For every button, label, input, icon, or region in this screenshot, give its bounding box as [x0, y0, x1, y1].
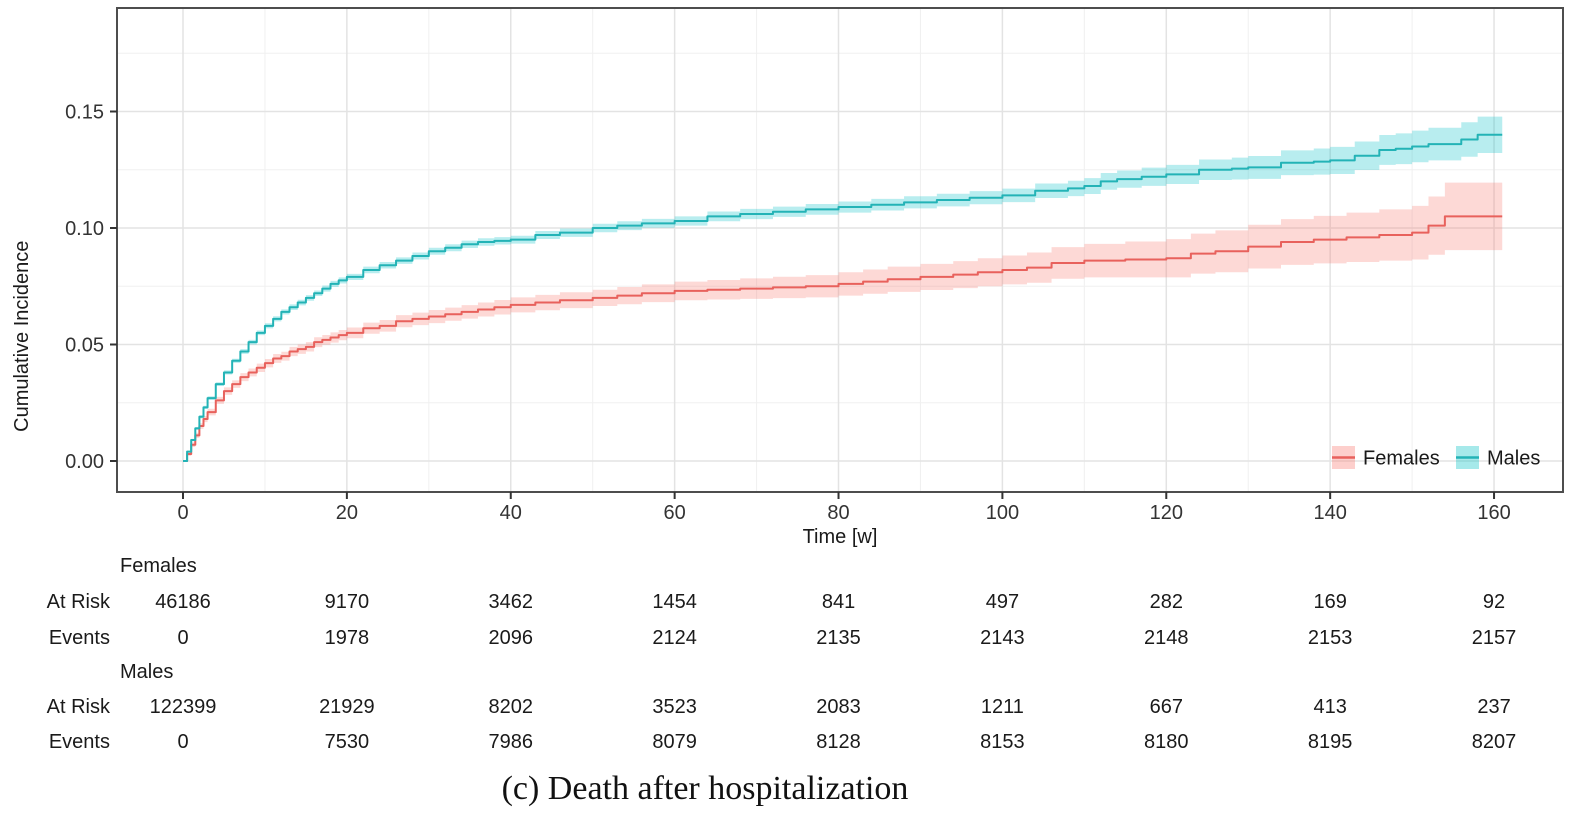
y-axis-title: Cumulative Incidence	[11, 241, 33, 432]
at-risk-value: 3523	[652, 696, 697, 718]
events-value: 2135	[816, 627, 861, 649]
figure-caption: (c) Death after hospitalization	[501, 770, 909, 807]
events-row-label: Events	[48, 627, 110, 649]
panel-border	[116, 7, 1564, 493]
events-value: 2124	[652, 627, 697, 649]
events-value: 8195	[1307, 731, 1353, 753]
x-tick-label: 80	[827, 502, 849, 524]
events-value: 7530	[324, 731, 370, 753]
events-value: 0	[177, 627, 189, 649]
x-tick-label: 0	[177, 502, 188, 524]
curve-females	[183, 215, 1503, 462]
legend-label-males: Males	[1487, 448, 1540, 470]
x-tick-label: 160	[1477, 502, 1510, 524]
at-risk-value: 21929	[319, 696, 375, 718]
events-value: 2153	[1307, 627, 1353, 649]
at-risk-value: 46186	[155, 591, 211, 613]
at-risk-value: 2083	[816, 696, 861, 718]
at-risk-value: 497	[985, 591, 1020, 613]
events-value: 2148	[1144, 627, 1189, 649]
x-tick-label: 120	[1150, 502, 1183, 524]
confidence-band-females	[183, 181, 1503, 461]
at-risk-value: 237	[1477, 696, 1511, 718]
x-axis-title: Time [w]	[803, 526, 878, 548]
at-risk-value: 169	[1313, 591, 1347, 613]
events-value: 2157	[1471, 627, 1517, 649]
y-tick-label: 0.00	[65, 451, 104, 473]
at-risk-row-label: At Risk	[46, 591, 110, 613]
risk-group-name: Males	[120, 661, 174, 683]
legend-label-females: Females	[1363, 448, 1440, 470]
at-risk-value: 92	[1482, 591, 1506, 613]
events-value: 8153	[980, 731, 1025, 753]
risk-group-name: Females	[120, 555, 197, 577]
at-risk-value: 413	[1313, 696, 1347, 718]
events-value: 0	[177, 731, 189, 753]
events-value: 7986	[488, 731, 534, 753]
x-tick-label: 100	[986, 502, 1019, 524]
at-risk-value: 667	[1149, 696, 1183, 718]
at-risk-value: 282	[1149, 591, 1183, 613]
y-tick-label: 0.15	[65, 102, 104, 124]
risk-table: Females At Risk Events 46186 0 9170 1978 3462 20…	[0, 548, 1570, 770]
at-risk-value: 8202	[488, 696, 534, 718]
at-risk-value: 3462	[488, 591, 534, 613]
at-risk-value: 9170	[324, 591, 370, 613]
events-value: 1978	[324, 627, 370, 649]
events-value: 8207	[1471, 731, 1517, 753]
cumulative-incidence-chart: 0 20 40 60 80 100 120 140 160 0.00 0.05 0.10 0.15 Tim…	[11, 7, 1564, 548]
curve-males	[183, 133, 1503, 462]
at-risk-value: 841	[821, 591, 856, 613]
events-value: 2096	[488, 627, 534, 649]
y-tick-label: 0.10	[65, 218, 104, 240]
at-risk-row-label: At Risk	[46, 696, 110, 718]
at-risk-value: 1454	[652, 591, 697, 613]
x-tick-label: 140	[1313, 502, 1346, 524]
at-risk-value: 122399	[149, 696, 217, 718]
events-value: 8128	[816, 731, 861, 753]
events-value: 8079	[652, 731, 697, 753]
x-tick-label: 40	[500, 502, 522, 524]
x-tick-label: 60	[664, 502, 686, 524]
y-tick-label: 0.05	[65, 335, 104, 357]
events-value: 8180	[1144, 731, 1189, 753]
x-tick-label: 20	[336, 502, 358, 524]
events-row-label: Events	[48, 731, 110, 753]
events-value: 2143	[980, 627, 1025, 649]
confidence-band-males	[183, 115, 1503, 461]
at-risk-value: 1211	[980, 696, 1024, 718]
